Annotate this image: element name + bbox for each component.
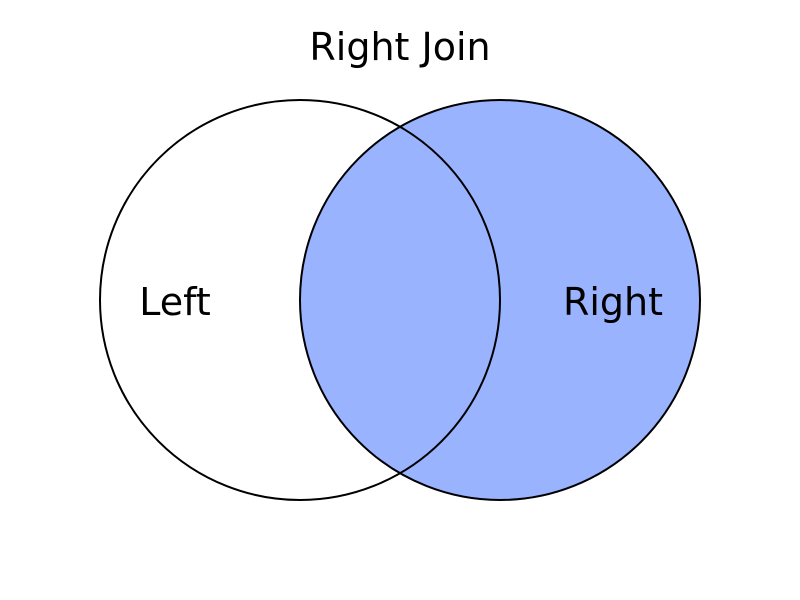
diagram-title: Right Join	[309, 25, 490, 69]
left-set-circle	[99, 99, 501, 501]
left-set-label: Left	[139, 280, 211, 324]
right-set-label: Right	[563, 280, 663, 324]
